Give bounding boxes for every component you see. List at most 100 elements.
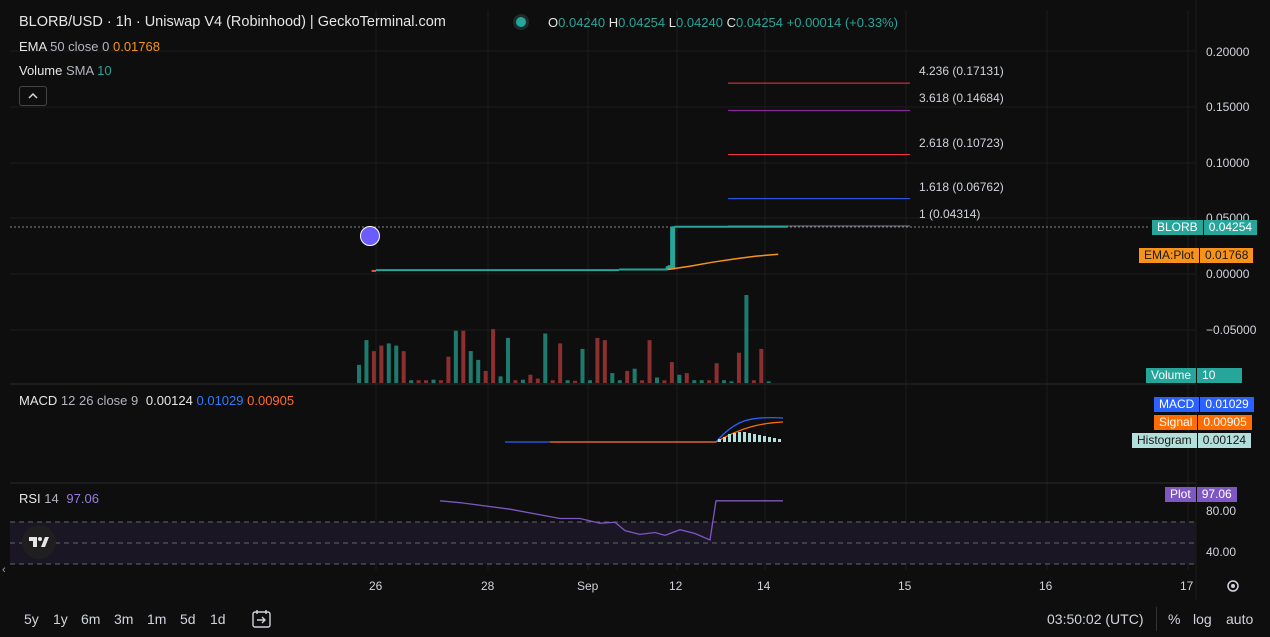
volume-bar: [424, 380, 429, 383]
timeframe-1y[interactable]: 1y: [53, 611, 68, 627]
macd-pane: [505, 416, 784, 443]
timeframe-1d[interactable]: 1d: [210, 611, 226, 627]
ohlc-l-label: L: [668, 15, 676, 30]
chart-title: BLORB/USD · 1h · Uniswap V4 (Robinhood) …: [19, 14, 446, 30]
tag-value: 10: [1196, 368, 1243, 383]
volume-bar: [386, 343, 391, 383]
bottom-toolbar: 5y 1y 6m 3m 1m 5d 1d 03:50:02 (UTC) % lo…: [0, 601, 1270, 637]
volume-bar: [371, 351, 376, 383]
settings-icon[interactable]: [1224, 577, 1242, 600]
fib-label: 4.236 (0.17131): [919, 64, 1004, 78]
volume-bar: [558, 343, 563, 383]
time-tick: 15: [898, 579, 912, 593]
timeframe-3m[interactable]: 3m: [114, 611, 134, 627]
scroll-left-icon[interactable]: ‹: [2, 564, 6, 576]
volume-bar: [751, 380, 756, 383]
volume-bar: [528, 374, 533, 383]
volume-bar: [640, 380, 645, 383]
volume-bar: [535, 378, 540, 383]
volume-bar: [729, 381, 734, 383]
rsi-name: RSI: [19, 491, 41, 506]
percent-toggle[interactable]: %: [1168, 611, 1181, 627]
volume-bar: [379, 345, 384, 383]
rsi-line: [439, 500, 783, 541]
rsi-legend[interactable]: RSI 14 97.06: [19, 491, 99, 506]
time-tick: 28: [481, 579, 495, 593]
tag-value: 0.00124: [1196, 433, 1252, 448]
volume-bar: [409, 380, 414, 383]
tradingview-logo-icon[interactable]: [22, 525, 56, 559]
price-tick: 0.00000: [1206, 267, 1250, 281]
rsi-pane: [10, 500, 1196, 565]
volume-bar: [759, 348, 764, 383]
date-range-icon[interactable]: [251, 609, 273, 634]
auto-toggle[interactable]: auto: [1226, 611, 1254, 627]
log-toggle[interactable]: log: [1193, 611, 1212, 627]
volume-bar: [438, 380, 443, 383]
volume-bar: [722, 380, 727, 383]
tag-label: Signal: [1154, 415, 1198, 430]
volume-bar: [677, 374, 682, 383]
timeframe-5y[interactable]: 5y: [24, 611, 39, 627]
ema-legend[interactable]: EMA 50 close 0 0.01768: [19, 39, 160, 54]
volume-bar: [543, 333, 548, 383]
tag-value: 97.06: [1195, 487, 1237, 502]
tag-value: 0.04254: [1202, 220, 1258, 235]
candle-body: [665, 266, 671, 270]
volume-bar: [699, 380, 704, 383]
collapse-legend-button[interactable]: [19, 86, 47, 106]
ohlc-readout: O0.04240 H0.04254 L0.04240 C0.04254 +0.0…: [548, 15, 898, 30]
signal-line: [715, 421, 784, 443]
rsi-params: 14: [44, 491, 59, 506]
volume-bar: [692, 380, 697, 383]
ohlc-change: +0.00014 (+0.33%): [786, 15, 898, 30]
volume-bar: [550, 380, 555, 383]
ohlc-close: 0.04254: [736, 15, 784, 30]
histogram-bar: [733, 433, 736, 442]
time-tick: 26: [369, 579, 383, 593]
ema-params: 50 close 0: [50, 39, 110, 54]
grid-lines: [10, 0, 1197, 600]
price-tag-blorb: BLORB 0.04254: [1152, 220, 1258, 235]
tag-label: Plot: [1165, 487, 1196, 502]
macd-legend[interactable]: MACD 12 26 close 9 0.00124 0.01029 0.009…: [19, 393, 294, 408]
volume-bar: [520, 379, 525, 383]
event-marker-icon[interactable]: [360, 226, 380, 246]
volume-legend[interactable]: Volume SMA 10: [19, 63, 112, 78]
tag-label: EMA:Plot: [1139, 248, 1200, 263]
volume-bar: [736, 352, 741, 383]
price-tick: 0.20000: [1206, 45, 1250, 59]
utc-clock[interactable]: 03:50:02 (UTC): [1047, 611, 1144, 627]
rsi-band: [10, 522, 1196, 564]
tag-label: Volume: [1146, 368, 1197, 383]
time-tick: Sep: [577, 579, 599, 593]
volume-bar: [565, 380, 570, 383]
time-tick: 16: [1039, 579, 1053, 593]
timeframe-6m[interactable]: 6m: [81, 611, 101, 627]
volume-bar: [602, 340, 607, 383]
volume-bar: [401, 351, 406, 383]
price-tick: 0.10000: [1206, 156, 1250, 170]
price-tag-rsi: Plot 97.06: [1165, 487, 1237, 502]
volume-bar: [416, 380, 421, 383]
ohlc-low: 0.04240: [676, 15, 723, 30]
timeframe-5d[interactable]: 5d: [180, 611, 196, 627]
volume-bar: [684, 373, 689, 383]
chevron-up-icon: [28, 93, 38, 99]
timeframe-1m[interactable]: 1m: [147, 611, 167, 627]
tag-value: 0.00905: [1197, 415, 1252, 430]
volume-bar: [394, 345, 399, 383]
histogram-bar: [718, 439, 721, 442]
price-tag-ema: EMA:Plot 0.01768: [1139, 248, 1254, 263]
volume-params: SMA: [66, 63, 94, 78]
volume-bar: [744, 295, 749, 383]
time-tick: 12: [669, 579, 683, 593]
volume-value: 10: [97, 63, 112, 78]
ohlc-open: 0.04240: [558, 15, 606, 30]
histogram-bar: [743, 432, 746, 442]
ohlc-h-label: H: [608, 15, 619, 30]
rsi-tick: 80.00: [1206, 504, 1237, 518]
tag-label: MACD: [1154, 397, 1200, 412]
ohlc-high: 0.04254: [618, 15, 666, 30]
